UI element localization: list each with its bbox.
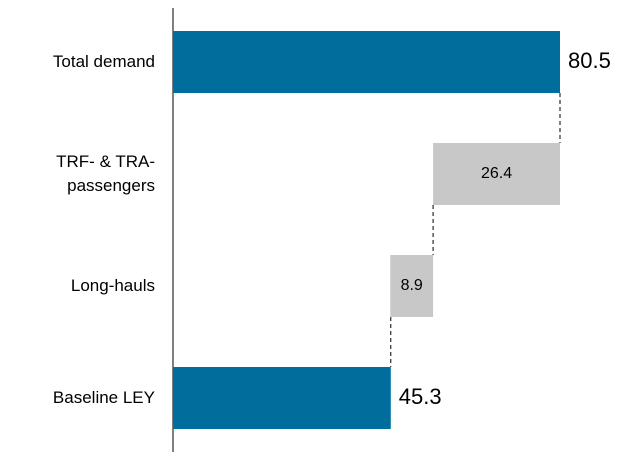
bar	[173, 367, 391, 429]
value-label: 26.4	[481, 165, 512, 182]
value-label: 45.3	[399, 384, 442, 409]
bar	[390, 255, 434, 317]
bar	[433, 143, 560, 205]
value-label: 8.9	[401, 277, 423, 294]
value-label: 80.5	[568, 48, 611, 73]
category-label: Baseline LEY	[52, 388, 155, 407]
bar	[173, 31, 560, 93]
category-label: TRF- & TRA- passengers	[56, 152, 155, 195]
category-label: Total demand	[52, 52, 155, 71]
category-label: Long-hauls	[70, 276, 155, 295]
